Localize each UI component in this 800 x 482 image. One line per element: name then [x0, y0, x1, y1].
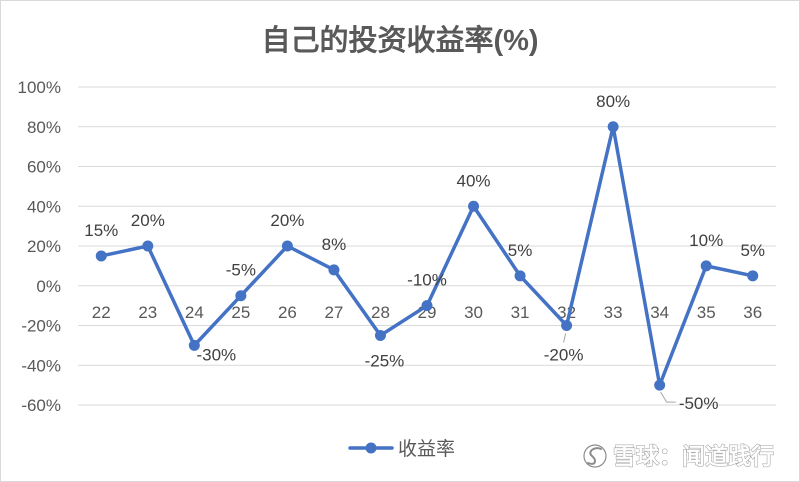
y-axis: 100% 80% 60% 40% 20% 0% -20% -40% -60%: [18, 78, 61, 415]
data-point: [747, 270, 759, 282]
gridlines: [78, 86, 776, 406]
data-label: -5%: [226, 261, 256, 280]
y-tick-label: 100%: [18, 78, 61, 97]
data-label: 20%: [131, 211, 165, 230]
data-label: -30%: [196, 345, 236, 364]
data-point: [235, 290, 247, 302]
x-tick-label: 28: [371, 303, 390, 322]
data-point: [95, 250, 107, 262]
y-tick-label: -60%: [21, 396, 61, 415]
data-point: [328, 264, 340, 276]
data-label: 8%: [322, 235, 347, 254]
legend: 收益率: [348, 438, 455, 460]
x-tick-label: 31: [511, 303, 530, 322]
data-point: [700, 260, 712, 272]
data-label: -25%: [365, 351, 405, 370]
leader-line: [660, 391, 676, 403]
data-point: [468, 200, 480, 212]
x-tick-label: 27: [324, 303, 343, 322]
x-tick-label: 26: [278, 303, 297, 322]
data-label: 15%: [84, 221, 118, 240]
leader-line: [563, 333, 567, 343]
x-tick-label: 24: [185, 303, 204, 322]
data-point: [607, 121, 619, 133]
data-point: [374, 329, 386, 341]
data-point: [561, 320, 573, 331]
data-label: -50%: [679, 394, 719, 413]
data-point: [514, 270, 526, 282]
data-label: 10%: [689, 231, 723, 250]
data-label: 80%: [596, 92, 630, 111]
series-markers: [95, 121, 759, 391]
leader-lines: [563, 333, 676, 403]
xueqiu-logo-icon: [583, 444, 607, 468]
x-tick-label: 33: [604, 303, 623, 322]
data-point: [142, 240, 154, 252]
x-tick-label: 35: [697, 303, 716, 322]
x-tick-label: 25: [231, 303, 250, 322]
y-tick-label: -40%: [21, 356, 61, 375]
y-tick-label: 80%: [27, 118, 61, 137]
x-tick-label: 34: [650, 303, 669, 322]
data-label: -10%: [407, 271, 447, 290]
data-point: [421, 300, 433, 312]
data-label: -20%: [544, 346, 584, 365]
data-label: 40%: [457, 171, 491, 190]
x-tick-label: 22: [92, 303, 111, 322]
y-tick-label: 0%: [36, 277, 61, 296]
y-tick-label: -20%: [21, 317, 61, 336]
data-point: [654, 379, 666, 391]
data-labels: 15% 20% -30% -5% 20% 8% -25% -10% 40% 5% -20% 80% -5…: [84, 92, 765, 413]
chart-title: 自己的投资收益率(%): [261, 23, 538, 57]
watermark: 雪球：闻道践行: [583, 443, 775, 470]
watermark-text: 雪球：闻道践行: [613, 443, 774, 469]
data-point: [188, 339, 200, 351]
x-tick-label: 36: [743, 303, 762, 322]
data-point: [281, 240, 293, 252]
data-label: 5%: [740, 241, 765, 260]
x-tick-label: 30: [464, 303, 483, 322]
x-tick-label: 23: [138, 303, 157, 322]
y-tick-label: 60%: [27, 158, 61, 177]
legend-label: 收益率: [398, 438, 455, 460]
data-label: 5%: [508, 241, 533, 260]
legend-marker: [365, 442, 377, 454]
y-tick-label: 20%: [27, 237, 61, 256]
data-label: 20%: [270, 211, 304, 230]
y-tick-label: 40%: [27, 197, 61, 216]
